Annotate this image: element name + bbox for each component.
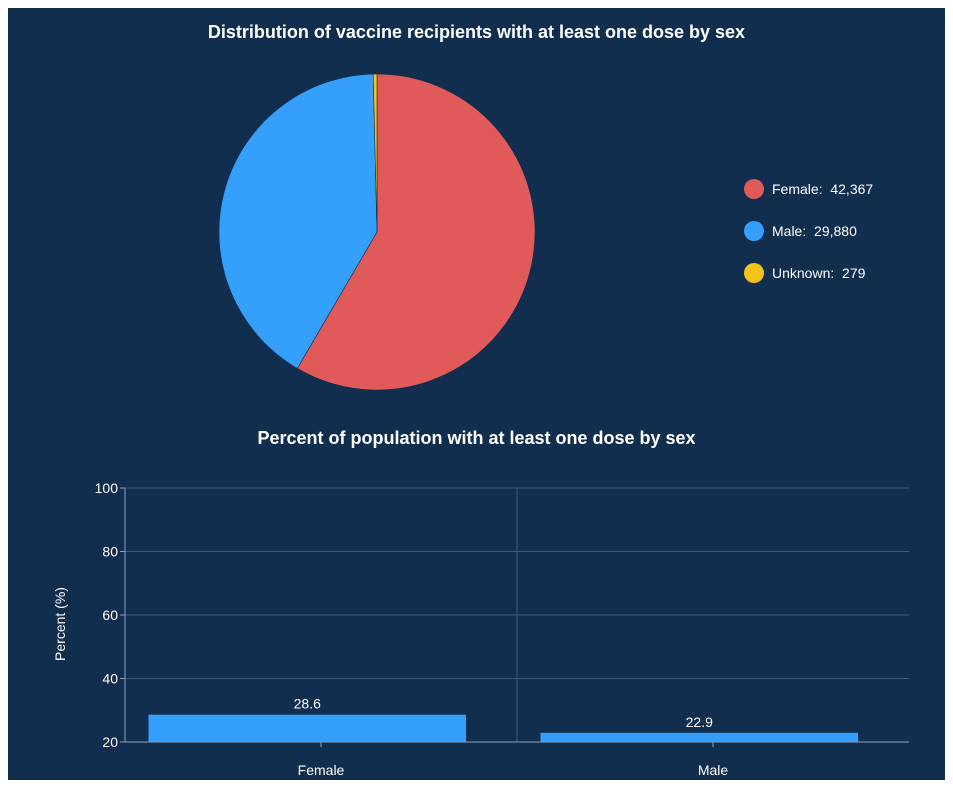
bar-chart-title: Percent of population with at least one … — [257, 428, 696, 448]
legend-item-unknown[interactable]: Unknown: 279 — [744, 262, 873, 284]
legend-separator: : — [830, 265, 843, 281]
legend-separator: : — [802, 223, 815, 239]
y-tick-label: 20 — [102, 734, 118, 750]
chart-panel: Distribution of vaccine recipients with … — [8, 8, 945, 780]
x-tick-label: Female — [298, 762, 345, 778]
pie-chart-title: Distribution of vaccine recipients with … — [207, 22, 746, 42]
bar-female[interactable] — [148, 714, 467, 742]
legend-label-male: Male — [772, 223, 803, 239]
y-axis-label: Percent (%) — [52, 587, 68, 661]
bar-chart: 20 40 60 80 100 28.6 Female 22.9 Male — [95, 480, 909, 778]
legend-dot-female — [744, 179, 764, 199]
y-tick-label: 100 — [95, 480, 119, 496]
legend-value-male: 29,880 — [814, 223, 857, 239]
legend-label-female: Female — [772, 181, 819, 197]
legend-value-female: 42,367 — [830, 181, 874, 197]
x-tick-label: Male — [698, 762, 729, 778]
legend-value-unknown: 279 — [842, 265, 866, 281]
bar-value-label: 22.9 — [686, 714, 713, 730]
legend-separator: : — [818, 181, 831, 197]
y-tick-label: 80 — [102, 544, 118, 560]
pie-slice-unknown[interactable] — [372, 73, 378, 233]
legend-item-male[interactable]: Male: 29,880 — [744, 220, 873, 242]
bar-male[interactable] — [540, 732, 859, 742]
legend-item-female[interactable]: Female: 42,367 — [744, 178, 873, 200]
y-tick-label: 60 — [102, 607, 118, 623]
legend-label-unknown: Unknown — [772, 265, 831, 281]
legend-dot-unknown — [744, 263, 764, 283]
bar-value-label: 28.6 — [294, 696, 321, 712]
y-tick-label: 40 — [102, 671, 118, 687]
pie-slice-male[interactable] — [218, 73, 378, 369]
legend-dot-male — [744, 221, 764, 241]
pie-slice-female[interactable] — [296, 73, 536, 391]
pie-chart — [218, 73, 536, 391]
pie-legend: Female: 42,367 Male: 29,880 Unknown: 279 — [744, 178, 873, 304]
